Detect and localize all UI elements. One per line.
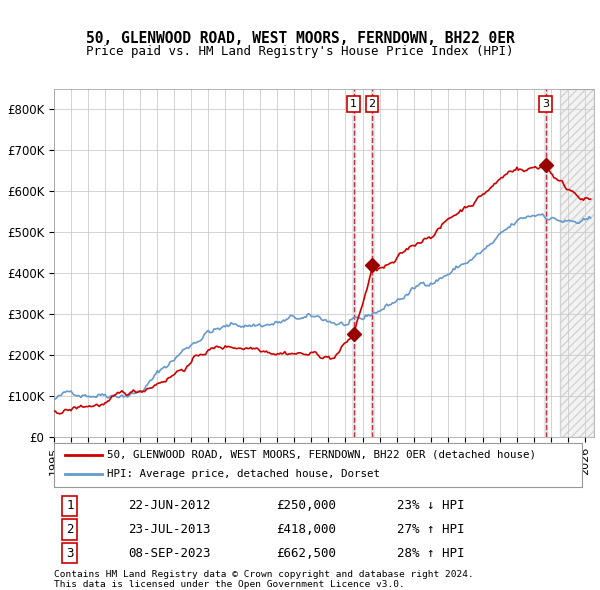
Text: This data is licensed under the Open Government Licence v3.0.: This data is licensed under the Open Gov… [54,579,405,589]
Text: £662,500: £662,500 [276,546,336,560]
Text: £418,000: £418,000 [276,523,336,536]
Text: Price paid vs. HM Land Registry's House Price Index (HPI): Price paid vs. HM Land Registry's House … [86,45,514,58]
Text: 3: 3 [66,546,74,560]
Text: 1: 1 [66,499,74,513]
Text: 50, GLENWOOD ROAD, WEST MOORS, FERNDOWN, BH22 0ER: 50, GLENWOOD ROAD, WEST MOORS, FERNDOWN,… [86,31,514,46]
Text: Contains HM Land Registry data © Crown copyright and database right 2024.: Contains HM Land Registry data © Crown c… [54,570,474,579]
Bar [352,88,355,437]
Bar [371,88,374,437]
Text: 2: 2 [368,99,376,109]
Bar [560,88,594,437]
Text: 28% ↑ HPI: 28% ↑ HPI [397,546,465,560]
Text: 08-SEP-2023: 08-SEP-2023 [128,546,211,560]
Text: 3: 3 [542,99,549,109]
Text: 22-JUN-2012: 22-JUN-2012 [128,499,211,513]
Text: HPI: Average price, detached house, Dorset: HPI: Average price, detached house, Dors… [107,470,380,479]
Text: 50, GLENWOOD ROAD, WEST MOORS, FERNDOWN, BH22 0ER (detached house): 50, GLENWOOD ROAD, WEST MOORS, FERNDOWN,… [107,450,536,460]
Bar [544,88,547,437]
Text: 2: 2 [66,523,74,536]
Bar [560,88,594,437]
Text: £250,000: £250,000 [276,499,336,513]
Text: 23-JUL-2013: 23-JUL-2013 [128,523,211,536]
Text: 27% ↑ HPI: 27% ↑ HPI [397,523,465,536]
Text: 23% ↓ HPI: 23% ↓ HPI [397,499,465,513]
Text: 1: 1 [350,99,357,109]
